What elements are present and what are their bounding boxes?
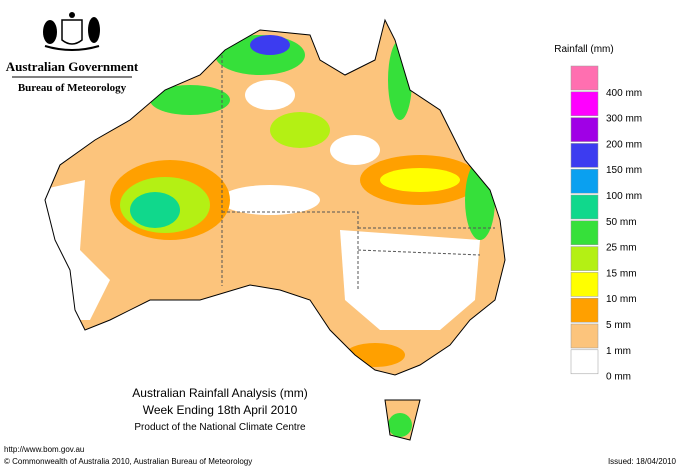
legend-title: Rainfall (mm) <box>554 44 613 55</box>
legend-swatch <box>570 220 599 246</box>
legend-label: 300 mm <box>606 114 642 125</box>
issued: Issued: 18/04/2010 <box>608 457 677 466</box>
map-title: Australian Rainfall Analysis (mm) <box>132 386 307 400</box>
legend-swatch <box>570 91 599 117</box>
legend-swatch <box>570 349 599 375</box>
map-subtitle: Week Ending 18th April 2010 <box>143 403 298 417</box>
legend-label: 25 mm <box>606 243 637 254</box>
legend-label: 1 mm <box>606 346 631 357</box>
state-borders <box>221 55 495 290</box>
legend-label: 400 mm <box>606 88 642 99</box>
legend-label: 10 mm <box>606 294 637 305</box>
legend-swatch <box>570 246 599 271</box>
legend-label: 200 mm <box>606 139 642 150</box>
agency-name: Bureau of Meteorology <box>18 82 127 94</box>
legend-swatch <box>570 143 599 168</box>
legend-swatch <box>570 117 599 142</box>
government-name: Australian Government <box>6 59 139 74</box>
legend: 400 mm 300 mm 200 mm 150 mm 100 mm 50 mm 25 mm… <box>570 65 642 383</box>
legend-label: 150 mm <box>606 165 642 176</box>
legend-label: 5 mm <box>606 320 631 331</box>
coastline <box>44 18 506 441</box>
crest <box>43 12 100 51</box>
legend-swatch <box>570 65 599 91</box>
legend-swatch <box>570 323 599 349</box>
legend-swatch <box>570 272 599 297</box>
legend-swatch <box>570 168 599 194</box>
legend-label: 100 mm <box>606 191 642 202</box>
legend-label: 50 mm <box>606 217 637 228</box>
copyright: © Commonwealth of Australia 2010, Austra… <box>4 457 252 466</box>
legend-swatch <box>570 194 599 220</box>
legend-label: 15 mm <box>606 268 637 279</box>
legend-swatch <box>570 297 599 323</box>
legend-label: 0 mm <box>606 372 631 383</box>
url: http://www.bom.gov.au <box>4 445 84 454</box>
map-credit: Product of the National Climate Centre <box>134 422 306 433</box>
